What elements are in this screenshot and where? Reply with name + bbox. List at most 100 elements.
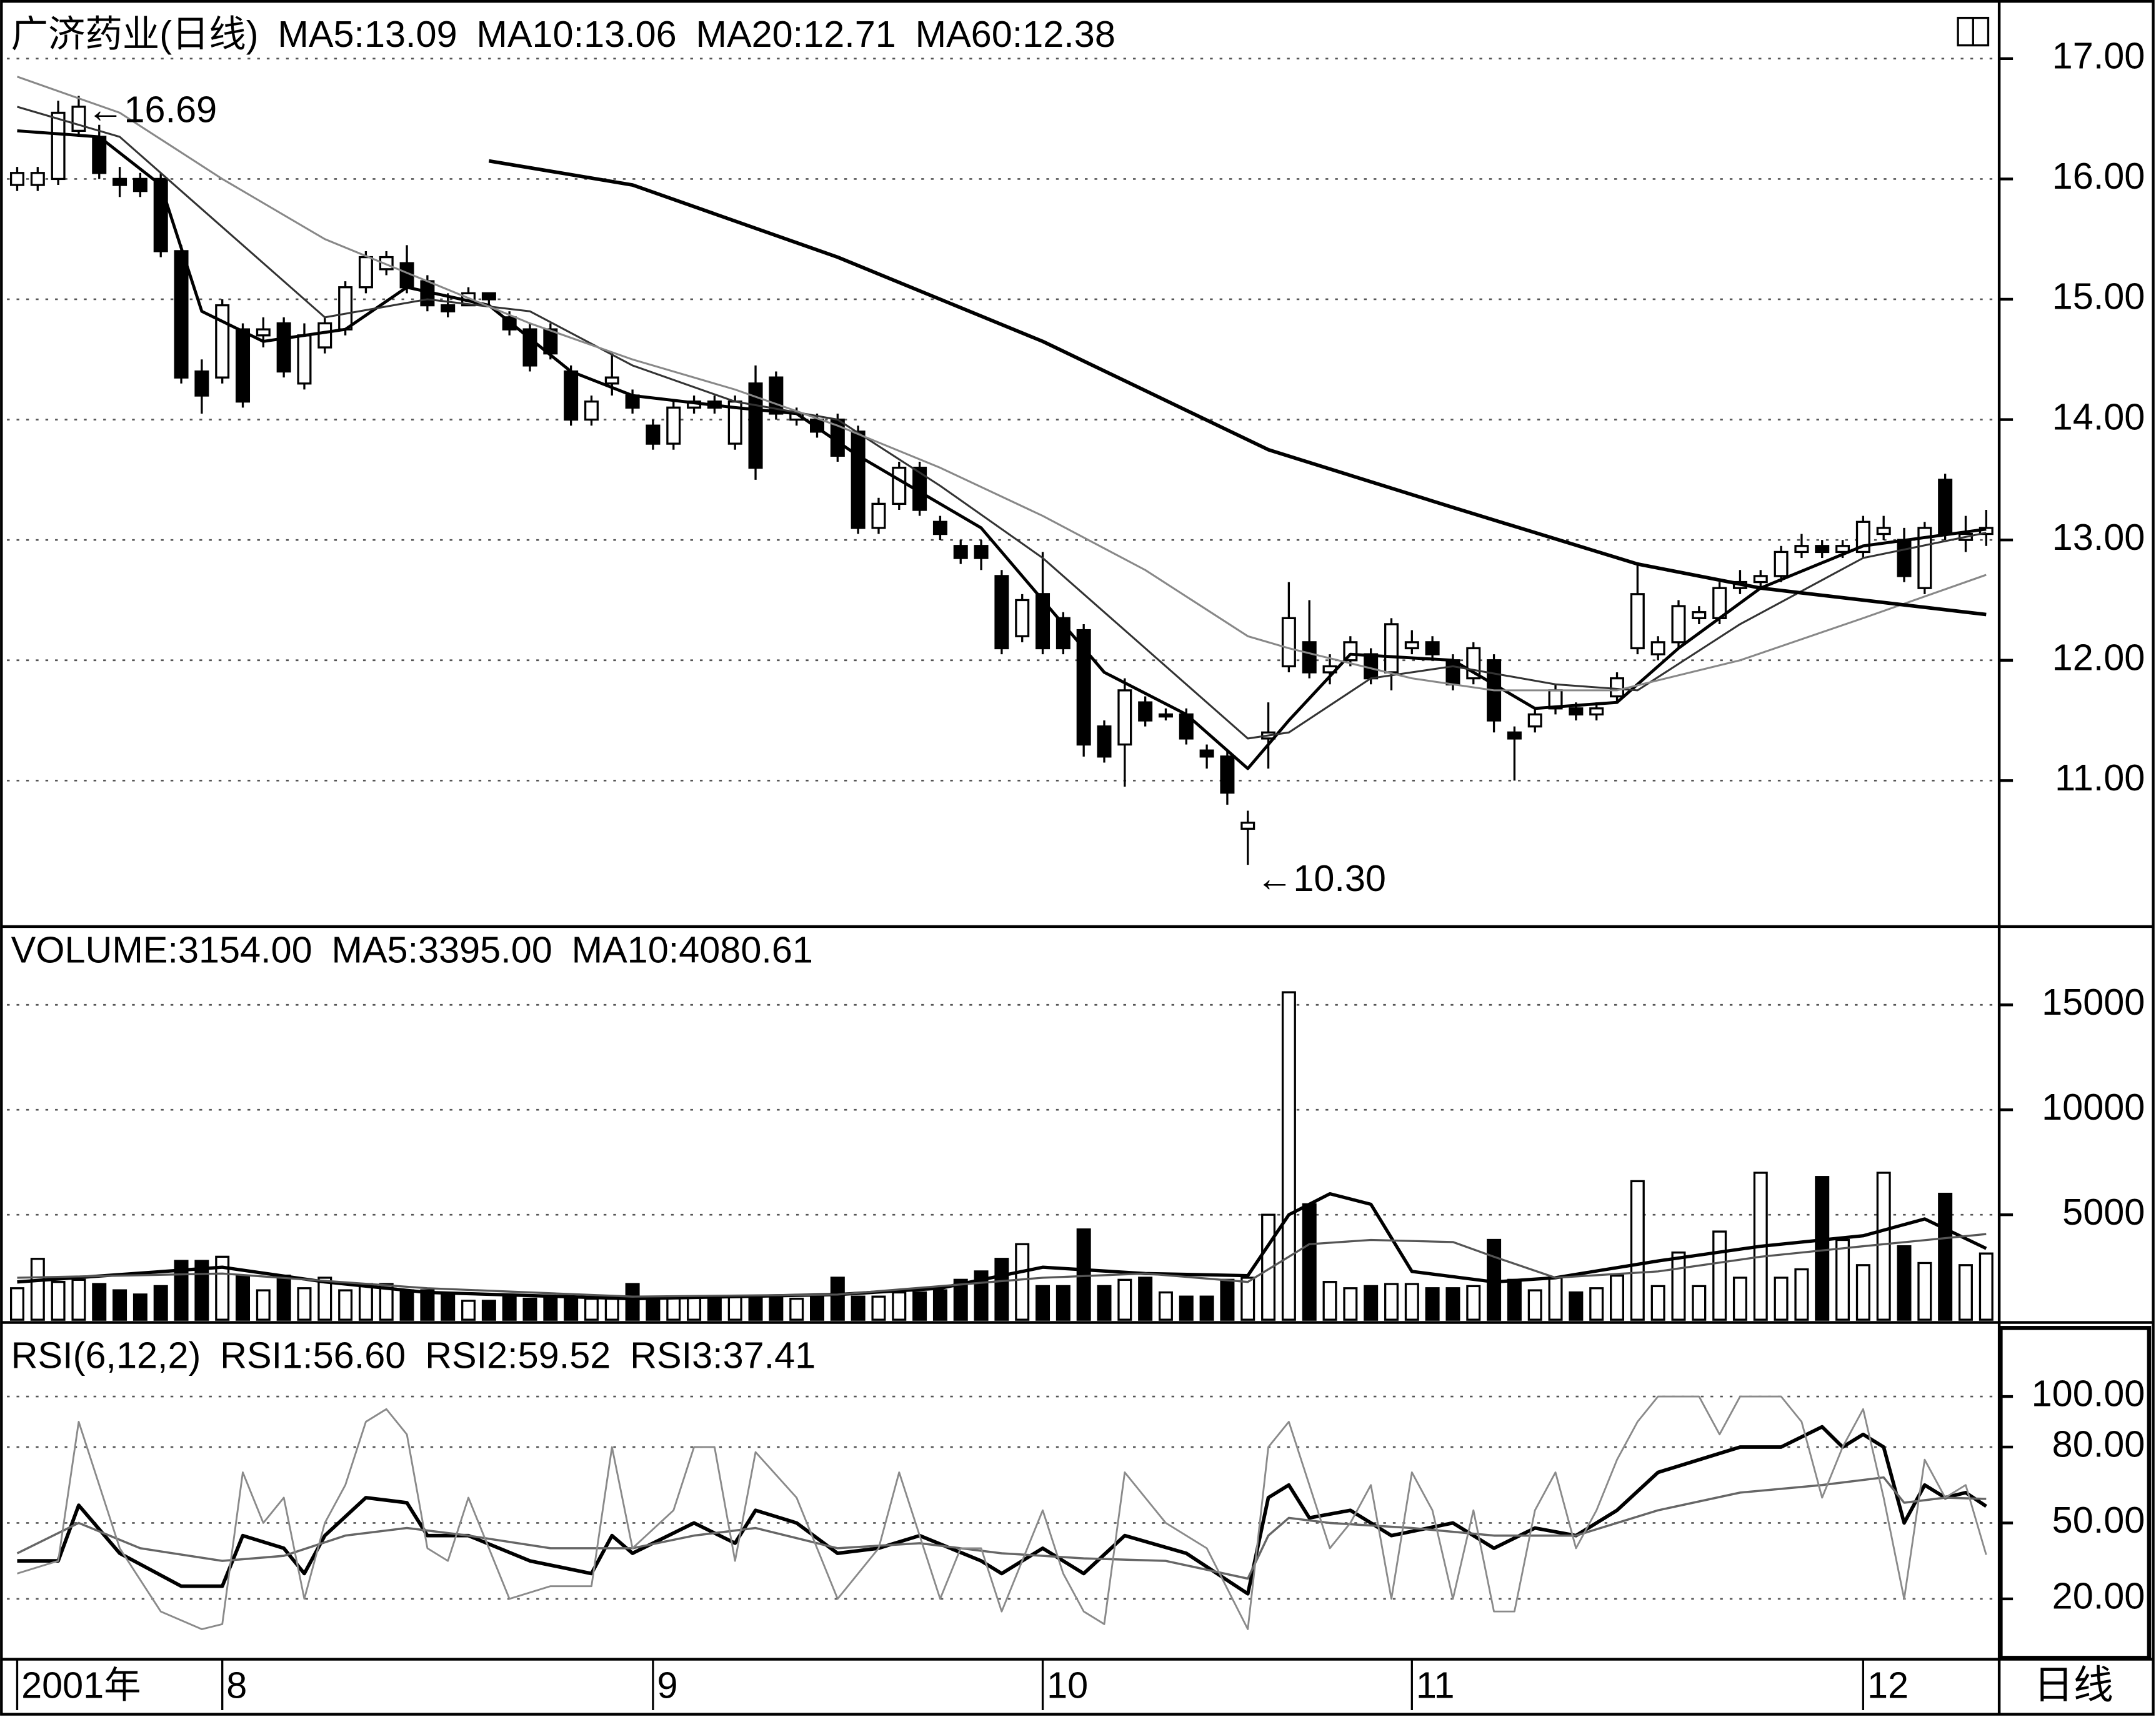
volume-bar (1835, 1238, 1850, 1321)
legend-entry: VOLUME:3154.00 (11, 928, 312, 970)
volume-bar (666, 1295, 681, 1321)
candle-body (317, 322, 332, 349)
y-tick-label: 10000 (2042, 1086, 2145, 1128)
volume-bar (892, 1291, 907, 1321)
legend-entry: MA10:13.06 (476, 13, 676, 55)
candle-body (646, 424, 661, 445)
volume-bar (1056, 1285, 1071, 1321)
candle-body (338, 286, 353, 331)
y-tick-label: 17.00 (2052, 35, 2145, 77)
y-tick-label: 13.00 (2052, 516, 2145, 558)
x-tick-label: 9 (657, 1664, 678, 1706)
volume-bar (132, 1293, 147, 1321)
volume-bar (932, 1289, 947, 1321)
volume-bar (748, 1295, 763, 1321)
volume-bar (687, 1295, 702, 1321)
candle-body (30, 172, 45, 186)
series-line (16, 1476, 1987, 1580)
candle-body (974, 545, 989, 559)
volume-bar (1589, 1287, 1604, 1321)
volume-bar (256, 1289, 271, 1321)
candle-body (1404, 641, 1419, 650)
volume-bar (1630, 1180, 1645, 1321)
candle-body (1302, 641, 1317, 674)
volume-bar (1138, 1277, 1153, 1321)
volume-bar (236, 1274, 251, 1321)
volume-bar (1958, 1264, 1973, 1321)
volume-bar (358, 1283, 373, 1321)
candle-body (174, 250, 189, 379)
volume-bar (481, 1300, 496, 1321)
candle-body (481, 292, 496, 301)
volume-bar (1302, 1203, 1317, 1321)
volume-bar (1815, 1176, 1830, 1321)
legend-entry: RSI3:37.41 (630, 1334, 816, 1376)
candle-body (92, 136, 107, 174)
candle-body (953, 545, 968, 559)
volume-bar (1404, 1283, 1419, 1321)
volume-bar (1015, 1243, 1030, 1321)
legend-entry: MA60:12.38 (916, 13, 1115, 55)
volume-bar (1445, 1287, 1460, 1321)
x-tick-label: 12 (1867, 1664, 1909, 1706)
volume-bar (912, 1291, 927, 1321)
volume-bar (420, 1289, 435, 1321)
candle-body (1097, 725, 1112, 758)
candle-body (1610, 677, 1625, 698)
volume-bar (71, 1278, 86, 1321)
panel-title: RSI(6,12,2) (11, 1334, 201, 1376)
legend-entry: MA10:4080.61 (572, 928, 813, 970)
volume-bar (317, 1277, 332, 1321)
volume-bar (1938, 1192, 1953, 1321)
volume-bar (502, 1295, 517, 1321)
period-label: 日线 (2034, 1663, 2114, 1708)
x-tick-label: 8 (226, 1664, 247, 1706)
volume-bar (1548, 1277, 1563, 1321)
volume-bar (604, 1297, 619, 1321)
annotation: ←10.30 (1256, 857, 1386, 899)
volume-bar (871, 1295, 886, 1321)
candle-body (132, 177, 147, 192)
series-line (17, 1395, 1987, 1630)
series-line (17, 106, 1987, 740)
volume-bar (1692, 1285, 1707, 1321)
volume-bar (30, 1258, 45, 1321)
panel-title: 广济药业(日线) (11, 13, 259, 55)
volume-bar (1240, 1277, 1255, 1321)
volume-bar (1794, 1268, 1809, 1321)
candle-body (1794, 545, 1809, 554)
y-tick-label: 11.00 (2055, 757, 2145, 799)
candle-body (1199, 749, 1214, 758)
candle-body (1753, 575, 1768, 584)
legend-entry: MA20:12.71 (696, 13, 896, 55)
candle-body (1015, 599, 1030, 637)
legend-entry: MA5:3395.00 (331, 928, 552, 970)
volume-bar (1732, 1277, 1747, 1321)
candle-body (1876, 527, 1891, 535)
candle-body (666, 406, 681, 445)
volume-bar (194, 1260, 209, 1321)
volume-bar (1897, 1245, 1912, 1321)
candle-body (9, 172, 24, 186)
series-line (17, 1233, 1987, 1298)
volume-bar (1610, 1274, 1625, 1321)
candle-body (851, 430, 866, 529)
volume-bar (1384, 1283, 1399, 1321)
volume-bar (1322, 1281, 1337, 1321)
volume-bar (1076, 1228, 1091, 1321)
volume-bar (1281, 991, 1296, 1321)
volume-bar (1158, 1291, 1173, 1321)
candle-body (584, 401, 599, 421)
volume-bar (625, 1283, 640, 1321)
volume-bar (810, 1295, 824, 1321)
candle-body (871, 502, 886, 529)
candle-body (564, 370, 579, 421)
candle-body (358, 256, 373, 289)
legend-entry: RSI2:59.52 (425, 1334, 611, 1376)
candle-body (1692, 611, 1707, 619)
candle-body (1117, 689, 1132, 746)
volume-bar (1671, 1252, 1686, 1321)
volume-bar (1569, 1291, 1584, 1321)
